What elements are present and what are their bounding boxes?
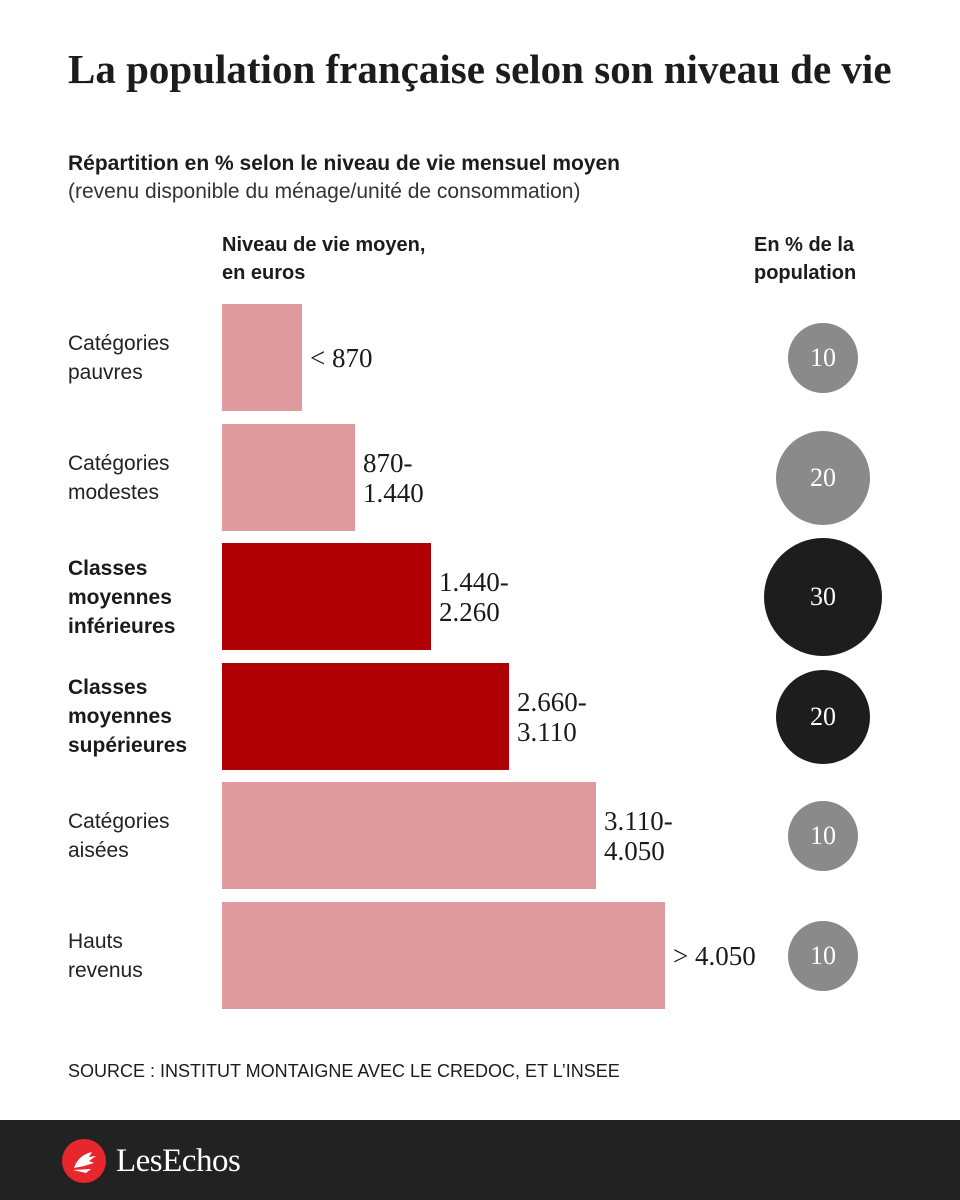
category-label-line: moyennes bbox=[68, 585, 172, 609]
income-column-header-line: Niveau de vie moyen, bbox=[222, 234, 426, 256]
chart-row: Catégories pauvres < 870 10 bbox=[0, 304, 960, 412]
chart-subtitle-note: (revenu disponible du ménage/unité de co… bbox=[68, 180, 581, 203]
income-range-line: 3.110- bbox=[604, 806, 673, 836]
population-column-header-line: population bbox=[754, 262, 857, 284]
category-label-line: Catégories bbox=[68, 332, 170, 355]
income-range-line: 1.440- bbox=[439, 567, 509, 597]
income-bar bbox=[222, 782, 596, 889]
population-bubble: 10 bbox=[788, 801, 858, 871]
population-bubble: 30 bbox=[764, 538, 882, 656]
income-range-label: 1.440- 2.260 bbox=[439, 543, 509, 651]
chart-row: Classes moyennes inférieures 1.440- 2.260 30 bbox=[0, 538, 960, 656]
population-bubble: 10 bbox=[788, 323, 858, 393]
chart-row: Classes moyennes supérieures 2.660- 3.110 20 bbox=[0, 662, 960, 771]
income-column-header-line: en euros bbox=[222, 262, 306, 284]
population-bubble: 20 bbox=[776, 669, 870, 764]
chart-title: La population française selon son niveau… bbox=[68, 46, 892, 92]
income-range-label: 3.110- 4.050 bbox=[604, 782, 673, 890]
income-range-line: 3.110 bbox=[517, 716, 577, 747]
income-bar bbox=[222, 662, 509, 770]
income-range-line: 2.260 bbox=[439, 597, 500, 627]
chart-row: Catégories modestes 870- 1.440 20 bbox=[0, 423, 960, 532]
category-label-line: pauvres bbox=[68, 361, 143, 384]
income-bar bbox=[222, 901, 665, 1009]
income-bar bbox=[222, 423, 355, 531]
income-range-label: 2.660- 3.110 bbox=[517, 663, 587, 771]
population-column-header-line: En % de la bbox=[754, 234, 855, 256]
income-range-line: < 870 bbox=[310, 343, 373, 373]
population-bubble: 10 bbox=[788, 920, 858, 991]
income-range-line: > 4.050 bbox=[673, 940, 756, 971]
chart-row: Hauts revenus > 4.050 10 bbox=[0, 901, 960, 1010]
category-label: Hauts revenus bbox=[68, 902, 218, 1010]
category-label-line: modestes bbox=[68, 480, 160, 504]
chart-row: Catégories aisées 3.110- 4.050 10 bbox=[0, 782, 960, 890]
category-label: Catégories modestes bbox=[68, 424, 218, 532]
population-column-header: En % de la population bbox=[754, 231, 856, 287]
income-column-header: Niveau de vie moyen, en euros bbox=[222, 231, 425, 287]
chart-subtitle: Répartition en % selon le niveau de vie … bbox=[68, 152, 620, 175]
les-echos-logo: LesEchos bbox=[116, 1143, 241, 1179]
category-label-line: Classes bbox=[68, 556, 148, 580]
category-label: Catégories aisées bbox=[68, 782, 218, 890]
income-bar bbox=[222, 304, 302, 411]
income-bar bbox=[222, 543, 431, 650]
category-label: Classes moyennes inférieures bbox=[68, 543, 218, 651]
category-label-line: Classes bbox=[68, 676, 148, 699]
category-label-line: Catégories bbox=[68, 451, 170, 475]
income-range-label: 870- 1.440 bbox=[363, 424, 424, 532]
income-range-line: 1.440 bbox=[363, 477, 424, 508]
income-range-line: 2.660- bbox=[517, 686, 587, 717]
category-label-line: revenus bbox=[68, 958, 143, 982]
les-echos-rooster-icon bbox=[62, 1139, 106, 1183]
income-range-line: 4.050 bbox=[604, 836, 665, 866]
source-note: SOURCE : INSTITUT MONTAIGNE AVEC LE CRED… bbox=[68, 1061, 620, 1081]
population-bubble: 20 bbox=[776, 430, 870, 525]
category-label-line: inférieures bbox=[68, 614, 176, 638]
category-label: Catégories pauvres bbox=[68, 304, 218, 412]
income-range-label: > 4.050 bbox=[673, 902, 756, 1010]
category-label-line: Catégories bbox=[68, 810, 170, 833]
category-label-line: supérieures bbox=[68, 734, 188, 757]
income-range-label: < 870 bbox=[310, 304, 372, 412]
income-range-line: 870- bbox=[363, 447, 413, 478]
footer-bar: LesEchos bbox=[0, 1120, 960, 1200]
category-label: Classes moyennes supérieures bbox=[68, 663, 218, 771]
category-label-line: moyennes bbox=[68, 705, 172, 728]
category-label-line: aisées bbox=[68, 839, 129, 862]
category-label-line: Hauts bbox=[68, 929, 123, 953]
